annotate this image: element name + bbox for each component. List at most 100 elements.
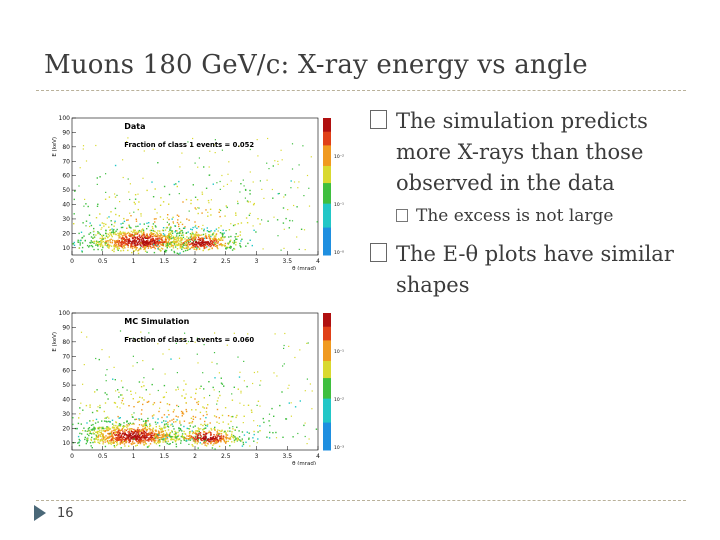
density-point (106, 437, 109, 439)
density-point (147, 242, 150, 244)
density-point (155, 426, 157, 428)
density-point (227, 415, 230, 417)
density-point (208, 381, 210, 383)
density-point (195, 433, 197, 435)
density-point (163, 240, 165, 243)
density-point (101, 433, 103, 435)
density-point (132, 435, 134, 437)
density-point (253, 229, 255, 231)
y-tick-label: 20 (62, 425, 70, 432)
colorbar-segment (323, 336, 331, 341)
density-point (82, 148, 84, 150)
density-point (220, 225, 222, 227)
density-point (101, 234, 103, 237)
density-point (143, 428, 146, 430)
density-point (188, 210, 190, 212)
density-point (174, 241, 176, 243)
density-point (103, 225, 105, 227)
density-point (236, 426, 238, 428)
density-point (94, 391, 96, 393)
density-point (227, 437, 229, 439)
density-point (102, 433, 104, 436)
density-point (150, 433, 152, 435)
density-point (201, 239, 204, 241)
density-point (132, 439, 134, 441)
density-point (119, 330, 122, 332)
density-point (171, 230, 174, 233)
density-point (97, 245, 99, 247)
density-point (200, 237, 203, 239)
density-point (188, 443, 190, 445)
density-point (137, 442, 139, 444)
density-point (231, 393, 233, 395)
density-point (128, 224, 130, 226)
density-point (127, 241, 130, 243)
density-point (114, 446, 116, 448)
density-point (117, 232, 119, 235)
density-point (164, 245, 167, 247)
density-point (157, 389, 159, 392)
density-point (159, 243, 162, 245)
density-point (146, 401, 148, 403)
density-point (126, 242, 128, 245)
density-point (180, 239, 182, 241)
density-point (114, 196, 117, 198)
density-point (177, 405, 180, 408)
density-point (89, 432, 91, 435)
colorbar-segment (323, 244, 331, 249)
density-point (187, 237, 190, 239)
density-point (183, 438, 185, 440)
density-point (104, 392, 106, 394)
density-point (304, 249, 306, 251)
density-point (104, 417, 106, 419)
density-point (157, 243, 159, 245)
density-point (163, 234, 166, 236)
density-point (165, 420, 167, 422)
density-point (275, 437, 278, 439)
chart-annotation: Fraction of class 1 events = 0.060 (124, 336, 254, 344)
x-axis-label: θ (mrad) (292, 461, 316, 465)
density-point (205, 437, 207, 439)
density-point (186, 249, 189, 251)
density-point (124, 440, 126, 442)
density-point (235, 214, 237, 216)
density-point (93, 234, 95, 236)
density-point (186, 438, 188, 440)
density-point (116, 406, 118, 408)
density-point (159, 441, 161, 443)
density-point (207, 432, 210, 434)
density-point (106, 369, 108, 371)
density-point (135, 392, 137, 394)
density-point (89, 442, 92, 444)
density-point (218, 239, 221, 241)
density-point (230, 435, 233, 437)
density-point (225, 248, 227, 250)
density-point (235, 233, 237, 235)
density-point (207, 211, 209, 213)
density-point (98, 442, 101, 445)
density-point (123, 422, 125, 424)
density-point (174, 439, 176, 442)
density-point (192, 418, 195, 420)
density-point (207, 404, 209, 406)
density-point (146, 245, 148, 247)
density-point (179, 422, 181, 424)
density-point (91, 411, 94, 414)
density-point (182, 234, 185, 236)
density-point (214, 245, 217, 247)
density-point (220, 435, 223, 437)
density-point (107, 236, 109, 238)
density-point (211, 361, 213, 363)
density-point (149, 431, 151, 434)
density-point (143, 247, 146, 250)
density-point (153, 433, 156, 435)
density-point (160, 436, 163, 439)
density-point (216, 441, 218, 443)
density-point (111, 228, 113, 230)
density-point (192, 445, 194, 447)
density-point (307, 342, 309, 344)
density-point (151, 181, 153, 183)
density-point (123, 234, 125, 237)
y-tick-label: 10 (62, 440, 70, 447)
density-point (247, 404, 250, 406)
